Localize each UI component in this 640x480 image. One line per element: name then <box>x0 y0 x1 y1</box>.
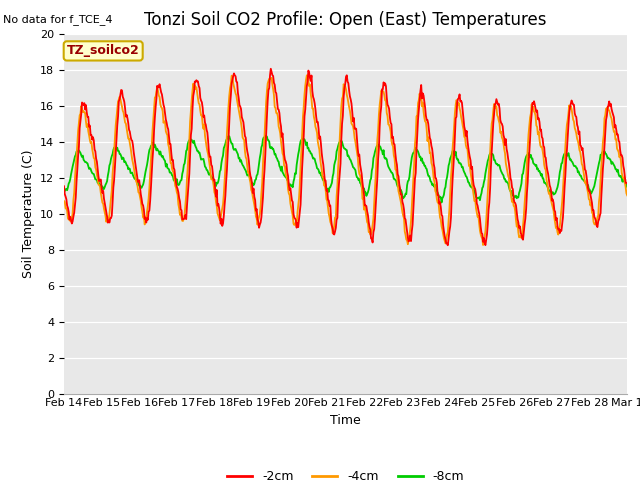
X-axis label: Time: Time <box>330 414 361 427</box>
Title: Tonzi Soil CO2 Profile: Open (East) Temperatures: Tonzi Soil CO2 Profile: Open (East) Temp… <box>145 11 547 29</box>
Legend: -2cm, -4cm, -8cm: -2cm, -4cm, -8cm <box>222 465 469 480</box>
Text: No data for f_TCE_4: No data for f_TCE_4 <box>3 14 113 25</box>
Text: TZ_soilco2: TZ_soilco2 <box>67 44 140 58</box>
Y-axis label: Soil Temperature (C): Soil Temperature (C) <box>22 149 35 278</box>
